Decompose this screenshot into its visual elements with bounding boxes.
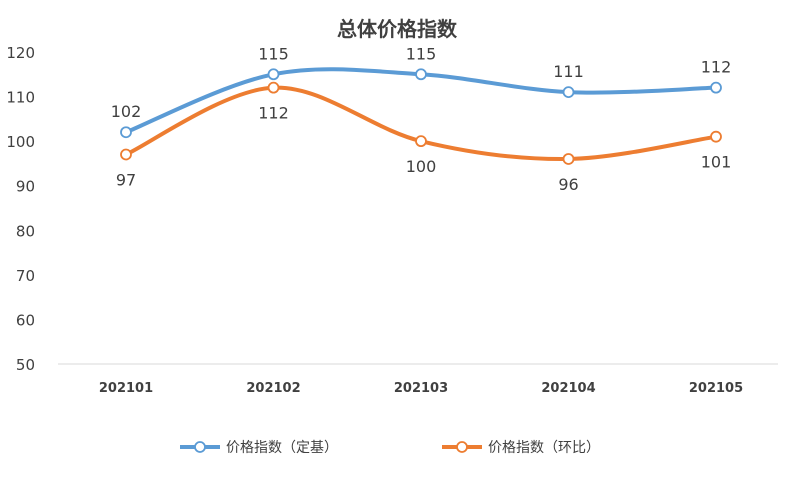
y-tick-label: 100 xyxy=(6,133,35,151)
x-tick-label: 202103 xyxy=(394,381,448,396)
legend-swatch-marker xyxy=(456,441,468,453)
data-point xyxy=(120,126,132,139)
legend-label: 价格指数（定基） xyxy=(226,439,338,456)
y-tick-label: 70 xyxy=(16,267,35,285)
legend-item: 价格指数（环比） xyxy=(442,440,600,456)
data-label: 96 xyxy=(558,175,578,194)
data-label: 112 xyxy=(258,104,289,123)
data-label: 100 xyxy=(406,157,437,176)
series-line xyxy=(124,85,718,162)
y-axis: 50 60 70 80 90 100 110 120 xyxy=(6,44,35,374)
x-tick-label: 202102 xyxy=(246,381,300,396)
data-label: 102 xyxy=(111,102,142,121)
legend: 价格指数（定基） 价格指数（环比） xyxy=(180,439,600,456)
series-layer: 102 115 115 111 112 97 112 100 96 101 xyxy=(111,44,732,194)
data-point xyxy=(415,135,427,148)
legend-label: 价格指数（环比） xyxy=(488,440,600,456)
y-tick-label: 50 xyxy=(16,356,35,374)
y-tick-label: 120 xyxy=(6,44,35,62)
y-tick-label: 60 xyxy=(16,311,35,329)
data-point xyxy=(267,68,280,81)
data-point xyxy=(267,81,280,94)
chart-title: 总体价格指数 xyxy=(337,17,458,41)
data-point xyxy=(710,81,722,94)
y-tick-label: 90 xyxy=(16,178,35,196)
series-2: 97 112 100 96 101 xyxy=(116,81,732,194)
data-point xyxy=(710,130,722,143)
x-tick-label: 202104 xyxy=(541,381,595,396)
data-point xyxy=(562,86,575,99)
data-label: 101 xyxy=(701,153,732,172)
legend-item: 价格指数（定基） xyxy=(180,439,338,456)
data-point xyxy=(562,153,575,165)
series-1: 102 115 115 111 112 xyxy=(111,44,732,139)
data-label: 112 xyxy=(701,58,732,77)
x-tick-label: 202101 xyxy=(99,381,153,396)
data-label: 97 xyxy=(116,171,136,190)
x-tick-label: 202105 xyxy=(689,381,743,396)
legend-swatch-marker xyxy=(194,441,206,453)
data-point xyxy=(415,68,427,81)
data-label: 115 xyxy=(258,44,289,63)
data-label: 111 xyxy=(553,62,584,81)
y-tick-label: 80 xyxy=(16,222,35,240)
data-point xyxy=(120,148,132,161)
data-label: 115 xyxy=(406,44,437,63)
y-tick-label: 110 xyxy=(6,89,35,107)
x-axis: 202101 202102 202103 202104 202105 xyxy=(58,363,778,396)
